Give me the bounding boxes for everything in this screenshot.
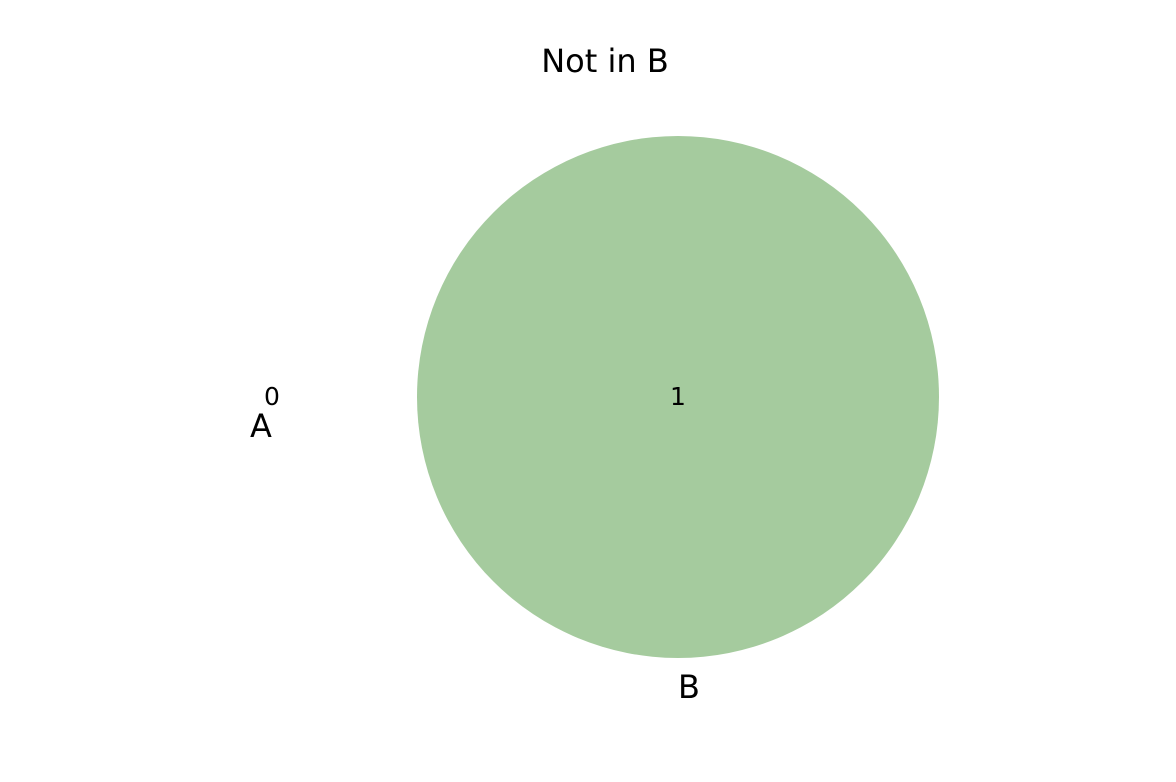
diagram-title: Not in B <box>541 42 669 80</box>
set-b-label: B <box>678 668 700 706</box>
region-b-only-count: 1 <box>670 382 686 411</box>
set-b-circle <box>417 136 939 658</box>
set-a-label: A <box>250 407 272 445</box>
region-a-only-count: 0 <box>264 382 280 411</box>
